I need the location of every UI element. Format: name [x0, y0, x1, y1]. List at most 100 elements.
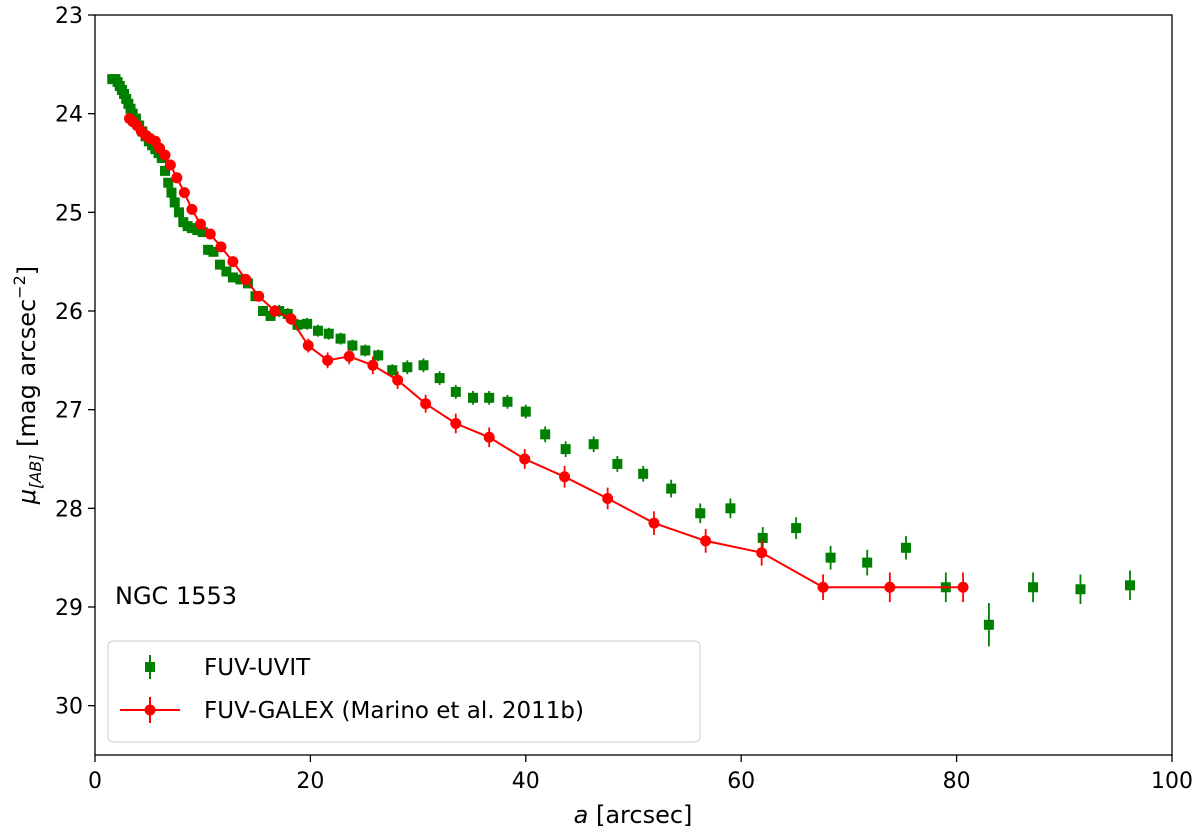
- data-point: [588, 439, 599, 450]
- data-point: [215, 241, 227, 253]
- legend-item-uvit: FUV-UVIT: [145, 655, 311, 681]
- data-point: [343, 350, 355, 362]
- data-point: [791, 523, 802, 534]
- x-axis-label: a [arcsec]: [574, 801, 693, 829]
- data-point: [164, 159, 176, 171]
- y-axis-label-close: ]: [13, 266, 41, 275]
- y-tick-label: 27: [55, 399, 83, 424]
- legend-item-galex: FUV-GALEX (Marino et al. 2011b): [120, 697, 584, 724]
- data-point: [282, 308, 293, 319]
- data-point: [648, 517, 660, 529]
- data-point: [192, 225, 203, 236]
- data-point: [159, 149, 171, 161]
- data-point: [204, 228, 216, 240]
- x-tick-label: 80: [943, 769, 971, 794]
- legend: FUV-UVIT FUV-GALEX (Marino et al. 2011b): [107, 640, 701, 743]
- data-point: [322, 354, 334, 366]
- y-tick-label: 24: [55, 103, 83, 128]
- x-tick-label: 0: [88, 769, 102, 794]
- data-point: [163, 177, 174, 188]
- data-point: [360, 345, 371, 356]
- plot-frame: [94, 14, 1173, 756]
- data-point: [227, 272, 238, 283]
- data-point: [520, 406, 531, 417]
- data-point: [757, 532, 768, 543]
- data-point: [862, 557, 873, 568]
- data-point: [292, 319, 303, 330]
- data-point: [983, 619, 994, 630]
- data-point: [302, 318, 313, 329]
- y-tick-label: 26: [55, 300, 83, 325]
- data-point: [700, 535, 712, 547]
- data-point: [160, 165, 171, 176]
- x-tick-label: 20: [296, 769, 324, 794]
- data-point: [638, 468, 649, 479]
- plot-area: [107, 74, 1135, 647]
- data-point: [265, 310, 276, 321]
- data-point: [258, 306, 269, 316]
- data-point: [174, 207, 185, 218]
- data-point: [825, 552, 836, 563]
- data-point: [817, 581, 829, 593]
- data-point: [203, 244, 214, 255]
- y-tick-label: 23: [55, 4, 83, 29]
- y-axis-label-mu: μ: [13, 489, 41, 505]
- data-point: [502, 396, 513, 407]
- data-point: [900, 542, 911, 553]
- data-point: [227, 256, 239, 268]
- data-point: [312, 325, 323, 336]
- data-point: [1124, 580, 1135, 591]
- y-axis-label-main: [mag arcsec: [13, 299, 41, 455]
- data-point: [483, 431, 495, 443]
- data-point: [302, 340, 314, 352]
- data-point: [214, 259, 225, 270]
- data-point: [166, 187, 177, 198]
- data-point: [240, 273, 252, 285]
- annotation-label: NGC 1553: [115, 582, 237, 610]
- data-point: [420, 398, 432, 410]
- legend-uvit-label: FUV-UVIT: [204, 655, 311, 681]
- data-point: [387, 365, 398, 376]
- data-point: [540, 429, 551, 440]
- x-axis-label-symbol: a: [574, 801, 589, 829]
- data-point: [519, 453, 531, 465]
- data-point: [612, 458, 623, 469]
- data-point: [957, 581, 969, 593]
- data-point: [186, 223, 197, 234]
- data-point: [285, 313, 297, 325]
- y-tick-label: 25: [55, 201, 83, 226]
- data-point: [1028, 582, 1039, 593]
- data-point: [208, 246, 219, 257]
- data-point: [884, 581, 896, 593]
- data-point: [450, 386, 461, 397]
- series-galex: [123, 113, 969, 603]
- data-point: [666, 483, 677, 494]
- data-point: [171, 172, 183, 184]
- data-point: [450, 417, 462, 429]
- data-point: [269, 305, 281, 317]
- data-point: [418, 360, 429, 371]
- data-point: [756, 547, 768, 559]
- legend-galex-label: FUV-GALEX (Marino et al. 2011b): [204, 698, 584, 724]
- data-point: [402, 362, 413, 373]
- x-tick-label: 100: [1151, 769, 1193, 794]
- data-point: [335, 333, 346, 344]
- data-point: [468, 392, 479, 403]
- y-axis-label-subscript: [AB]: [26, 454, 45, 488]
- data-point: [602, 492, 614, 504]
- data-point: [392, 374, 404, 386]
- legend-box: [107, 640, 701, 743]
- data-point: [434, 373, 445, 384]
- data-point: [169, 197, 180, 208]
- data-point: [695, 508, 706, 519]
- data-point: [560, 444, 571, 455]
- y-axis-label-superscript: −2: [10, 275, 29, 299]
- data-point: [1075, 584, 1086, 595]
- data-point: [367, 359, 379, 371]
- data-point: [725, 503, 736, 514]
- data-point: [323, 328, 334, 339]
- data-point: [253, 290, 265, 302]
- legend-galex-marker: [144, 704, 156, 716]
- y-axis-label: μ[AB] [mag arcsec−2]: [10, 266, 45, 505]
